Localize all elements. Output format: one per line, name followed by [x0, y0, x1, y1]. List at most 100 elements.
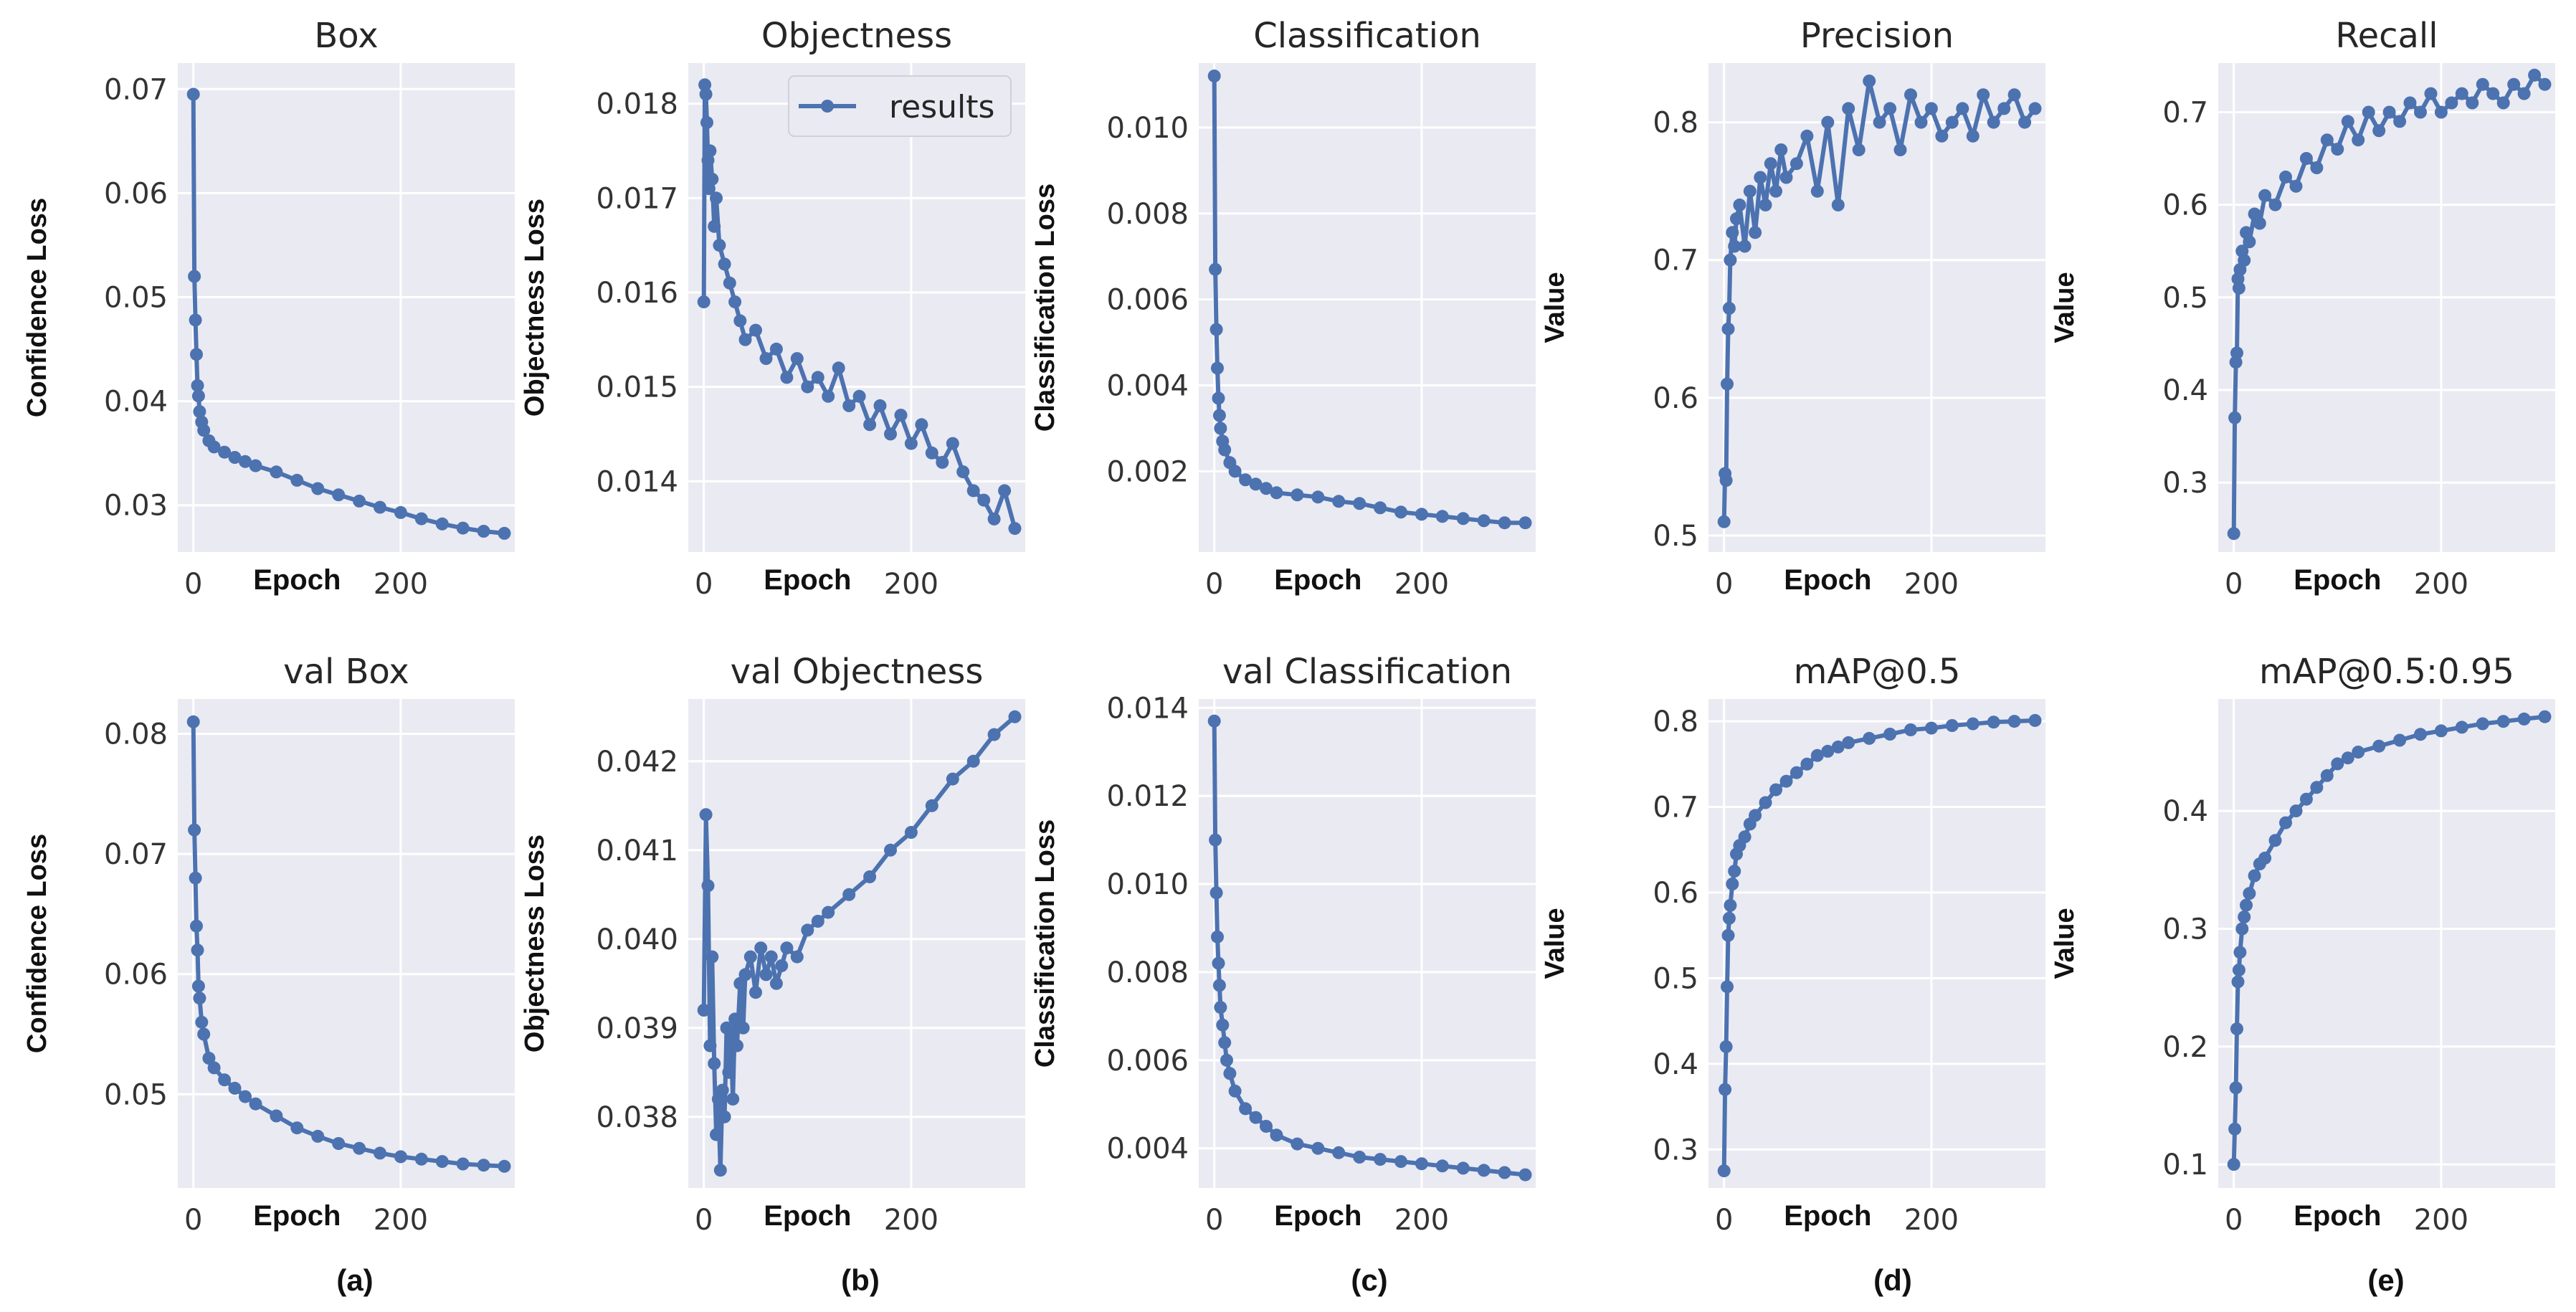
data-point: [2320, 769, 2334, 782]
x-tick-label: 200: [884, 568, 938, 601]
subfigure-caption: (a): [336, 1263, 373, 1297]
data-point: [884, 843, 897, 857]
data-point: [769, 342, 783, 356]
y-tick-label: 0.4: [1653, 1048, 1698, 1081]
x-axis-label: Epoch: [2294, 1200, 2381, 1232]
data-point: [1945, 115, 1959, 129]
data-point: [1924, 102, 1938, 115]
data-point: [2372, 739, 2386, 753]
y-tick-label: 0.004: [1106, 369, 1189, 402]
legend-box: [788, 75, 1012, 137]
data-point: [2341, 115, 2354, 128]
data-point: [1209, 323, 1223, 336]
data-point: [2331, 757, 2344, 771]
y-tick-label: 0.06: [104, 959, 168, 992]
x-tick-label: 200: [1904, 1204, 1959, 1237]
panel-title: mAP@0.5:0.95: [2259, 652, 2514, 692]
y-axis-label: Confidence Loss: [22, 198, 52, 417]
x-tick-label: 0: [695, 1204, 713, 1237]
data-point: [2279, 816, 2292, 829]
data-point: [726, 1093, 740, 1106]
data-point: [977, 493, 991, 507]
data-point: [832, 361, 845, 375]
data-point: [966, 754, 980, 768]
x-axis-label: Epoch: [1784, 564, 1871, 596]
data-point: [775, 959, 789, 972]
data-point: [2414, 728, 2427, 741]
data-point: [270, 465, 283, 479]
data-point: [189, 871, 202, 885]
data-point: [1719, 1083, 1732, 1096]
data-point: [239, 1090, 252, 1103]
y-tick-label: 0.016: [596, 277, 678, 310]
y-axis-label: Objectness Loss: [520, 835, 550, 1052]
data-point: [1821, 744, 1835, 758]
data-point: [1394, 505, 1407, 519]
panel-vobj: 0 200 0.038 0.039 0.040 0.041 0.042 val Objectn…: [520, 652, 1025, 1237]
data-point: [2434, 105, 2448, 119]
data-point: [2232, 281, 2245, 295]
data-point: [1332, 495, 1346, 508]
data-point: [1214, 422, 1227, 435]
data-point: [946, 437, 959, 450]
data-point: [1730, 212, 1743, 226]
data-point: [2517, 87, 2531, 100]
data-point: [1779, 171, 1793, 184]
panel-title: val Classification: [1222, 652, 1512, 692]
data-point: [2310, 781, 2324, 794]
data-point: [1873, 115, 1886, 129]
data-point: [764, 950, 778, 964]
data-point: [722, 1065, 736, 1079]
panel-rec: 0 200 0.3 0.4 0.5 0.6 0.7 Recall Epoch Value: [2050, 16, 2555, 601]
data-point: [2289, 179, 2303, 193]
data-point: [1821, 115, 1835, 129]
data-point: [1831, 198, 1845, 211]
plot-area: [178, 63, 515, 552]
data-point: [736, 1021, 750, 1035]
data-point: [1935, 129, 1949, 143]
data-point: [218, 1073, 232, 1087]
data-point: [884, 427, 897, 441]
data-point: [2227, 527, 2240, 541]
data-point: [2240, 898, 2253, 912]
data-point: [2362, 105, 2375, 119]
panel-title: mAP@0.5: [1794, 652, 1961, 692]
data-point: [477, 525, 490, 538]
data-point: [2227, 1158, 2240, 1171]
data-point: [1759, 796, 1772, 809]
data-point: [290, 473, 304, 487]
data-point: [1498, 516, 1511, 530]
data-point: [1214, 1001, 1227, 1014]
data-point: [290, 1121, 304, 1135]
data-point: [2496, 96, 2510, 110]
panel-map: 0 200 0.3 0.4 0.5 0.6 0.7 0.8 mAP@0.5 Epoch Value: [1540, 652, 2045, 1237]
data-point: [925, 446, 938, 460]
y-tick-label: 0.4: [2162, 374, 2208, 407]
y-tick-label: 0.04: [104, 386, 168, 419]
data-point: [790, 352, 804, 366]
data-point: [1477, 514, 1491, 528]
data-point: [1966, 129, 1979, 143]
data-point: [2352, 746, 2365, 759]
y-tick-label: 0.002: [1106, 455, 1189, 488]
data-point: [1724, 898, 1737, 912]
data-point: [705, 172, 719, 186]
legend-marker-swatch: [821, 100, 834, 113]
x-tick-label: 0: [1205, 1204, 1223, 1237]
data-point: [1216, 1018, 1230, 1032]
data-point: [1914, 115, 1928, 129]
data-point: [1726, 226, 1739, 239]
data-point: [188, 823, 201, 837]
data-point: [2230, 346, 2243, 360]
y-axis-label: Value: [2050, 908, 2080, 979]
data-point: [1260, 1120, 1273, 1133]
y-tick-label: 0.07: [104, 838, 168, 871]
plot-area: [1708, 63, 2045, 552]
data-point: [780, 941, 794, 955]
data-point: [1374, 1153, 1387, 1166]
data-point: [477, 1159, 490, 1172]
y-tick-label: 0.006: [1106, 284, 1189, 317]
x-tick-label: 200: [374, 1204, 428, 1237]
data-point: [1228, 465, 1242, 478]
